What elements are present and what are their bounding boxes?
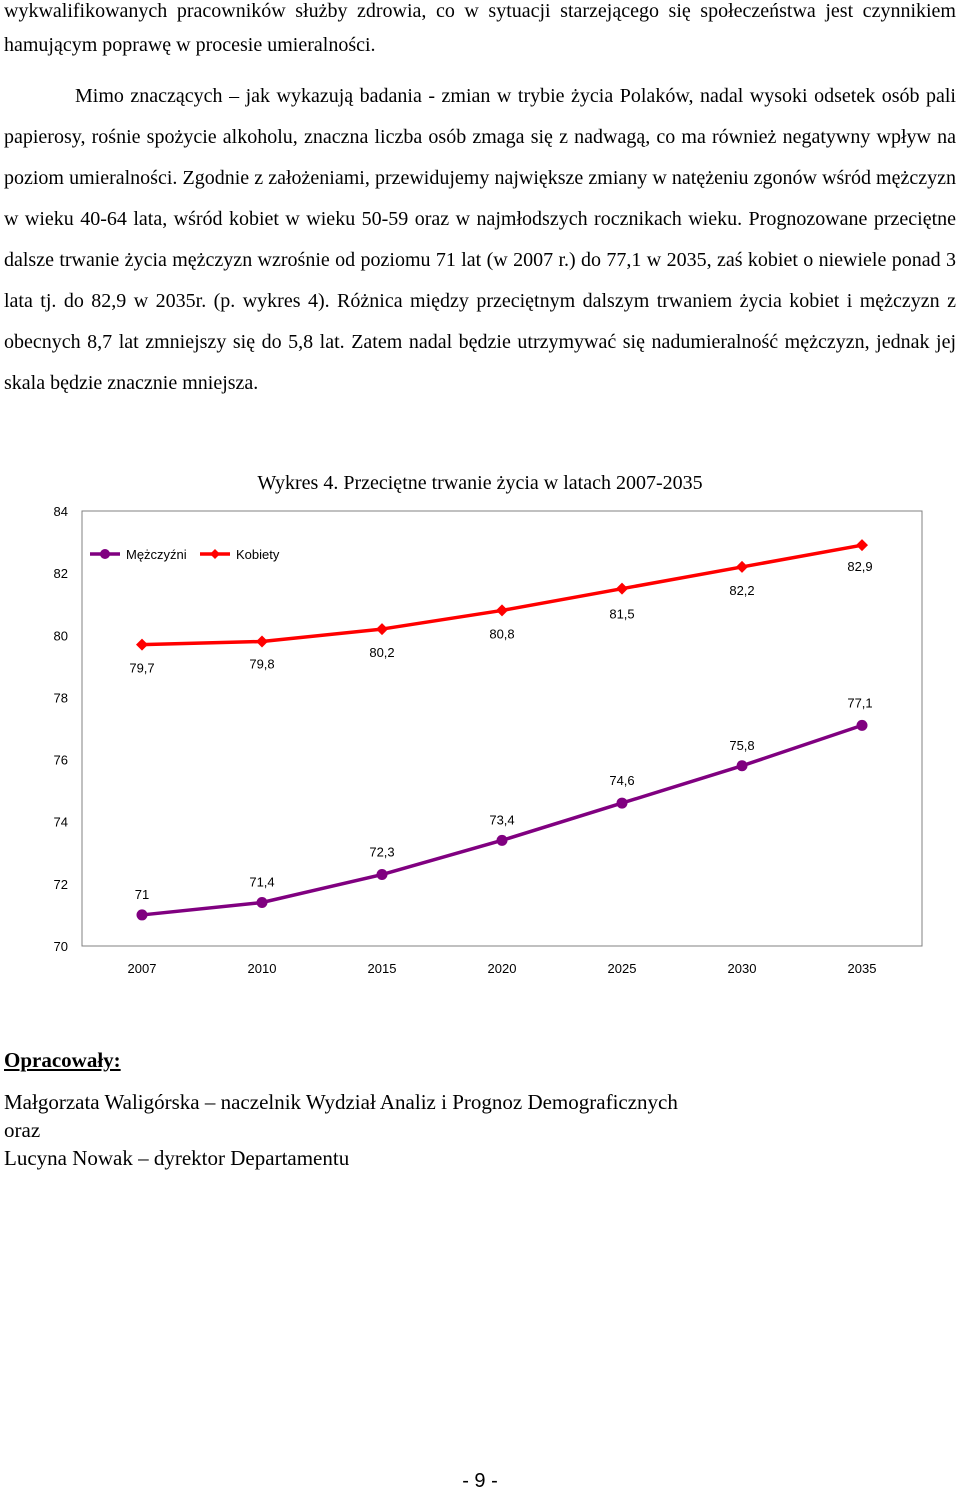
data-point [496,834,508,846]
data-point [376,623,388,636]
data-point [136,909,148,921]
plot-area [81,510,923,947]
data-label: 72,3 [369,845,394,860]
x-tick-label: 2030 [728,961,757,976]
data-label: 80,2 [369,645,394,660]
data-point [736,760,748,772]
data-label: 73,4 [489,812,514,827]
data-point [256,635,268,648]
chart-title: Wykres 4. Przeciętne trwanie życia w lat… [257,472,703,494]
y-tick-label: 84 [54,504,68,519]
data-point [736,560,748,573]
x-tick-label: 2007 [128,961,157,976]
credits-heading: Opracowały: [4,1048,121,1072]
y-tick-label: 70 [54,939,68,954]
credits-block: Opracowały: Małgorzata Waligórska – nacz… [4,1046,678,1172]
y-tick-label: 72 [54,877,68,892]
data-point [256,897,268,908]
data-label: 71,4 [249,875,274,890]
x-tick-label: 2015 [368,961,397,976]
credits-conjunction: oraz [4,1118,41,1142]
data-point [616,797,628,809]
x-tick-label: 2010 [248,961,277,976]
y-tick-label: 74 [54,815,68,830]
data-point [856,539,868,552]
life-expectancy-chart: 70 72 74 76 78 80 82 84 2007 2010 2015 2020 2025 2030… [54,504,923,976]
data-label: 81,5 [609,607,634,622]
legend-marker [210,549,220,559]
x-tick-label: 2035 [848,961,877,976]
y-tick-label: 78 [54,690,68,705]
data-point [376,869,388,881]
page-number: - 9 - [462,1470,498,1492]
data-point [136,638,148,651]
data-label: 79,8 [249,657,274,672]
data-label: 75,8 [729,738,754,753]
paragraph-main: Mimo znaczących – jak wykazują badania -… [4,85,956,394]
credits-author-2: Lucyna Nowak – dyrektor Departamentu [4,1146,350,1170]
x-tick-label: 2025 [608,961,637,976]
legend-label: Kobiety [236,547,280,562]
data-label: 71 [135,887,149,902]
data-point [856,719,868,731]
data-point [616,582,628,595]
data-label: 74,6 [609,773,634,788]
data-label: 82,2 [729,583,754,598]
y-tick-label: 76 [54,753,68,768]
x-tick-label: 2020 [488,961,517,976]
legend-marker [100,549,110,559]
paragraph-continuation: wykwalifikowanych pracowników służby zdr… [4,0,956,56]
legend-label: Mężczyźni [126,547,187,562]
data-label: 80,8 [489,626,514,641]
y-tick-label: 80 [54,628,68,643]
data-label: 77,1 [847,695,872,710]
data-label: 82,9 [847,559,872,574]
data-label: 79,7 [129,661,154,676]
credits-author-1: Małgorzata Waligórska – naczelnik Wydzia… [4,1090,678,1114]
data-point [496,604,508,617]
y-tick-label: 82 [54,566,68,581]
